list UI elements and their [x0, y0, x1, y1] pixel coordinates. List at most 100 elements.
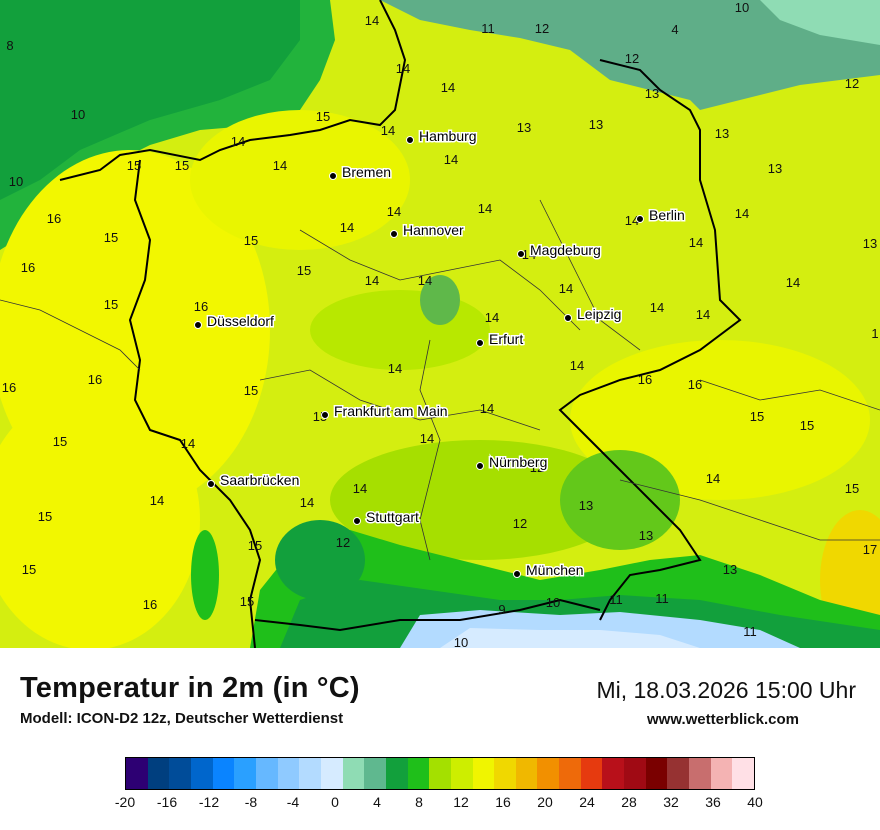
temperature-value: 15: [240, 594, 254, 609]
temperature-value: 13: [639, 528, 653, 543]
scale-swatch: [515, 758, 538, 789]
city-frankfurt-am-main: Frankfurt am Main: [321, 402, 449, 421]
temperature-value: 15: [175, 158, 189, 173]
forecast-datetime: Mi, 18.03.2026 15:00 Uhr: [596, 677, 856, 703]
temperature-value: 14: [418, 273, 432, 288]
city-berlin: Berlin: [636, 206, 686, 225]
temperature-value: 15: [800, 418, 814, 433]
scale-tick: 0: [331, 794, 339, 810]
scale-swatch: [450, 758, 473, 789]
scale-swatch: [147, 758, 170, 789]
temperature-value: 15: [248, 538, 262, 553]
temperature-value: 14: [387, 204, 401, 219]
city-bremen: Bremen: [329, 163, 393, 182]
temperature-map: 8 10 10 14 11 12 4 10 14 12 14 13 12 15 14 13 13 13 14 15 15…: [0, 0, 880, 649]
city-stuttgart: Stuttgart: [353, 508, 421, 527]
temperature-value: 14: [696, 307, 710, 322]
temperature-values: 8 10 10 14 11 12 4 10 14 12 14 13 12 15 14 13 13 13 14 15 15…: [2, 0, 879, 648]
temperature-value: 13: [863, 236, 877, 251]
city-magdeburg: Magdeburg: [517, 241, 602, 260]
city-label: München: [526, 562, 584, 578]
temperature-value: 10: [71, 107, 85, 122]
temperature-value: 12: [625, 51, 639, 66]
scale-swatch: [472, 758, 495, 789]
baltic-sea: [380, 0, 880, 110]
temperature-value: 15: [53, 434, 67, 449]
scale-swatch: [212, 758, 235, 789]
temperature-value: 14: [388, 361, 402, 376]
harz: [420, 275, 460, 325]
city-dot: [476, 339, 484, 347]
state-border-6: [699, 379, 880, 411]
temperature-value: 13: [723, 562, 737, 577]
scale-swatch: [710, 758, 733, 789]
city-label: Erfurt: [489, 331, 523, 347]
website-link[interactable]: www.wetterblick.com: [647, 711, 799, 728]
scale-swatch: [732, 758, 755, 789]
black-forest: [275, 520, 365, 600]
temperature-value: 14: [353, 481, 367, 496]
temperature-value: 15: [104, 230, 118, 245]
temperature-value: 14: [706, 471, 720, 486]
scale-swatch: [537, 758, 560, 789]
temperature-value: 14: [365, 13, 379, 28]
temperature-value: 8: [6, 38, 13, 53]
state-border-1: [299, 229, 581, 331]
scale-swatch: [602, 758, 625, 789]
city-leipzig: Leipzig: [564, 305, 623, 324]
border-east: [558, 59, 742, 621]
city-dot: [636, 215, 644, 223]
temperature-value: 14: [420, 431, 434, 446]
temperature-value: 12: [336, 535, 350, 550]
model-info: Modell: ICON-D2 12z, Deutscher Wetterdie…: [20, 710, 344, 727]
temperature-value: 14: [444, 152, 458, 167]
temperature-value: 10: [735, 0, 749, 15]
scale-tick: -20: [114, 794, 136, 810]
scale-tick: 24: [579, 794, 595, 810]
temperature-value: 16: [2, 380, 16, 395]
temperature-value: 11: [743, 624, 757, 639]
state-border-5: [0, 299, 141, 371]
city-erfurt: Erfurt: [476, 330, 525, 349]
border-south: [254, 598, 601, 632]
city-dot: [406, 136, 414, 144]
temperature-value: 13: [589, 117, 603, 132]
temperature-value: 15: [244, 233, 258, 248]
temperature-value: 11: [655, 591, 669, 606]
temperature-value: 14: [381, 123, 395, 138]
temperature-value: 14: [365, 273, 379, 288]
temperature-value: 13: [645, 86, 659, 101]
temperature-value: 16: [638, 372, 652, 387]
temperature-value: 14: [300, 495, 314, 510]
city-label: Hamburg: [419, 128, 477, 144]
scale-tick: -4: [286, 794, 300, 810]
scale-swatch: [580, 758, 603, 789]
temperature-value: 13: [768, 161, 782, 176]
temperature-value: 14: [559, 281, 573, 296]
city-dot: [321, 411, 329, 419]
temperature-value: 14: [150, 493, 164, 508]
highland-bohemia: [560, 450, 680, 550]
scale-tick: -16: [156, 794, 178, 810]
temperature-value: 10: [454, 635, 468, 648]
city-dot: [329, 172, 337, 180]
city-hannover: Hannover: [390, 221, 466, 240]
scale-tick: 8: [415, 794, 423, 810]
city-dot: [353, 517, 361, 525]
temperature-value: 16: [88, 372, 102, 387]
color-scale-ticks: -20 -16 -12 -8 -4 0 4 8 12 16 20 24 28 32 36 40: [115, 794, 763, 814]
city-dot: [513, 570, 521, 578]
temperature-value: 14: [340, 220, 354, 235]
scale-swatch: [559, 758, 581, 789]
temperature-value: 15: [127, 158, 141, 173]
city-dot: [390, 230, 398, 238]
temperature-value: 15: [297, 263, 311, 278]
temperature-value: 14: [396, 61, 410, 76]
city-label: Hannover: [403, 222, 464, 238]
temperature-value: 17: [863, 542, 877, 557]
scale-swatch: [320, 758, 343, 789]
city-label: Bremen: [342, 164, 391, 180]
scale-swatch: [385, 758, 408, 789]
temperature-value: 15: [750, 409, 764, 424]
temperature-value: 11: [481, 21, 495, 36]
